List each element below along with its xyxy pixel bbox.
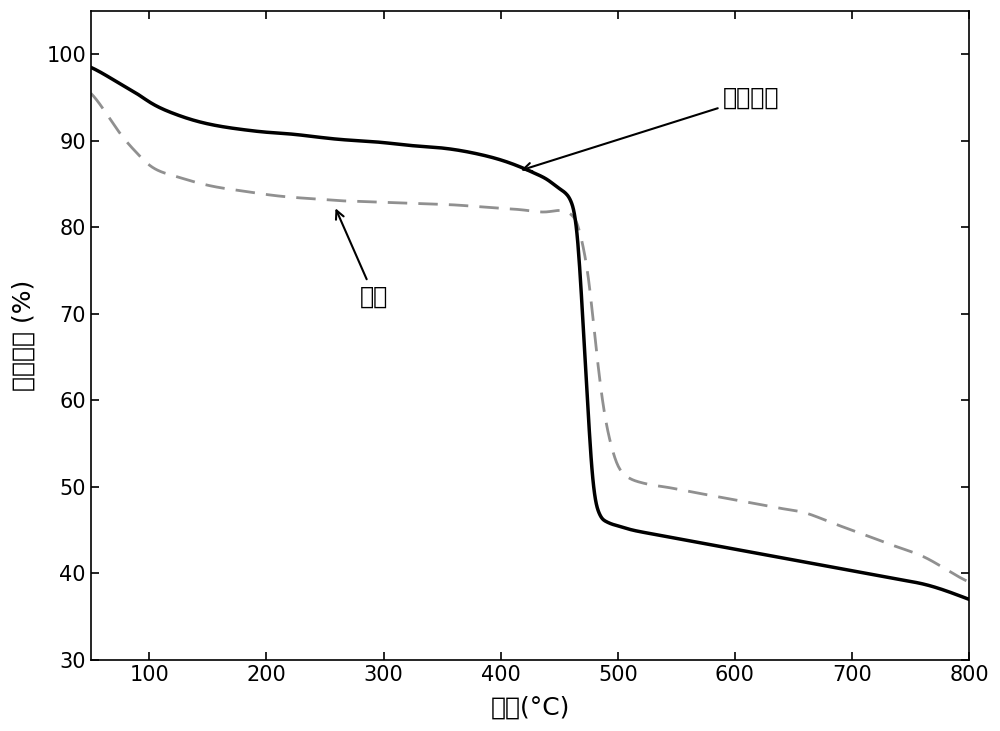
Text: 纯膜: 纯膜 [336,211,388,308]
Text: 光交联膜: 光交联膜 [523,86,780,171]
X-axis label: 温度(°C): 温度(°C) [490,696,570,720]
Y-axis label: 残留质量 (%): 残留质量 (%) [11,280,35,391]
